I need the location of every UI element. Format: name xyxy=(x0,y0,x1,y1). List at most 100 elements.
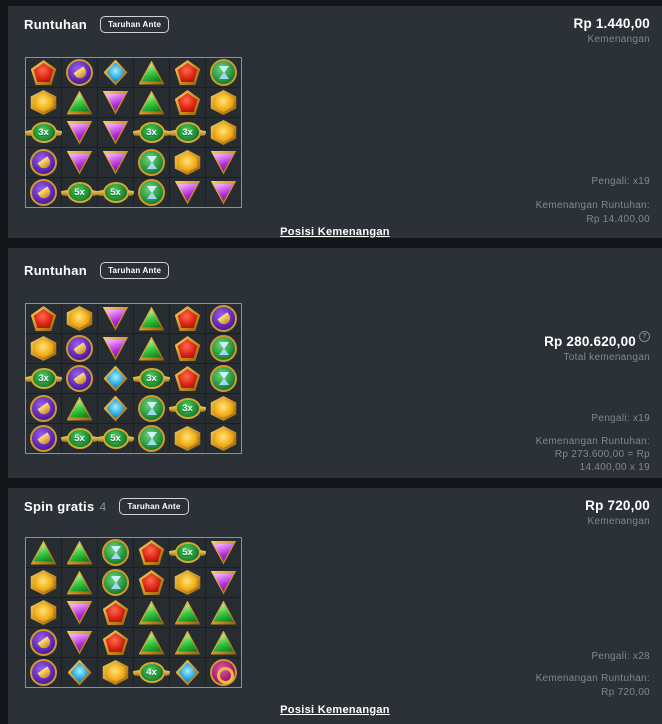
grid-cell xyxy=(206,304,241,333)
red-gem-icon xyxy=(138,570,165,595)
multiplier-value: 3x xyxy=(146,127,157,138)
card-header: Runtuhan Taruhan Ante xyxy=(24,16,170,33)
blue-gem-icon xyxy=(104,396,128,422)
tumble-win-block: Kemenangan Runtuhan: Rp 720,00 xyxy=(536,672,650,700)
blue-gem-icon xyxy=(176,660,200,686)
grid-cell: 5x xyxy=(62,424,97,453)
grid-cell xyxy=(170,178,205,207)
win-amount: Rp 1.440,00 xyxy=(573,16,650,31)
gold-gem-icon xyxy=(173,570,202,595)
grid-cell xyxy=(26,88,61,117)
grid-cell xyxy=(98,364,133,393)
win-position-link[interactable]: Posisi Kemenangan xyxy=(280,704,390,716)
ring-icon xyxy=(210,659,237,686)
chalice-icon xyxy=(66,365,93,392)
multiplier-value: 5x xyxy=(110,187,121,198)
grid-cell xyxy=(26,424,61,453)
gold-gem-icon xyxy=(29,90,58,115)
tumble-win-label: Kemenangan Runtuhan: xyxy=(535,436,650,447)
grid-cell xyxy=(98,538,133,567)
grid-cell xyxy=(134,178,169,207)
grid-cell xyxy=(62,538,97,567)
grid-cell xyxy=(170,658,205,687)
grid-cell xyxy=(134,148,169,177)
grid-cell xyxy=(170,628,205,657)
grid-cell xyxy=(26,304,61,333)
red-gem-icon xyxy=(30,306,57,331)
purple-gem-icon xyxy=(211,541,237,565)
green-gem-icon xyxy=(67,91,93,115)
chalice-icon xyxy=(66,335,93,362)
grid-cell: 3x xyxy=(26,364,61,393)
card-title: Spin gratis 4 xyxy=(24,499,107,514)
green-gem-icon xyxy=(175,601,201,625)
grid-cell xyxy=(206,334,241,363)
red-gem-icon xyxy=(174,366,201,391)
grid-cell xyxy=(98,58,133,87)
blue-gem-icon xyxy=(104,366,128,392)
grid-cell xyxy=(206,58,241,87)
multiplier-3x-icon: 3x xyxy=(174,122,201,143)
win-amount: Rp 720,00 xyxy=(585,498,650,513)
red-gem-icon xyxy=(174,90,201,115)
purple-gem-icon xyxy=(211,151,237,175)
chalice-icon xyxy=(30,395,57,422)
blue-gem-icon xyxy=(68,660,92,686)
win-position-link[interactable]: Posisi Kemenangan xyxy=(280,226,390,238)
purple-gem-icon xyxy=(175,181,201,205)
purple-gem-icon xyxy=(103,121,129,145)
grid-cell xyxy=(98,88,133,117)
grid-cell: 3x xyxy=(170,118,205,147)
green-gem-icon xyxy=(211,601,237,625)
grid-cell xyxy=(98,658,133,687)
grid-cell xyxy=(98,628,133,657)
win-amount-label: Kemenangan xyxy=(587,34,650,45)
grid-cell xyxy=(134,394,169,423)
multiplier-5x-icon: 5x xyxy=(174,542,201,563)
grid-cell xyxy=(26,394,61,423)
tumble-win-block: Kemenangan Runtuhan: Rp 14.400,00 xyxy=(536,199,650,227)
round-card-tumble-2: Runtuhan Taruhan Ante Rp 280.620,00? Tot… xyxy=(8,248,662,478)
multiplier-3x-icon: 3x xyxy=(174,398,201,419)
multiplier-text: Pengali: x19 xyxy=(591,176,650,187)
grid-cell xyxy=(206,148,241,177)
grid-cell xyxy=(98,334,133,363)
gold-gem-icon xyxy=(29,600,58,625)
grid-cell xyxy=(206,628,241,657)
tumble-win-value: Rp 14.400,00 xyxy=(586,214,650,225)
info-icon[interactable]: ? xyxy=(639,331,650,342)
red-gem-icon xyxy=(102,600,129,625)
chalice-icon xyxy=(66,59,93,86)
grid-cell xyxy=(62,364,97,393)
grid-cell xyxy=(134,568,169,597)
multiplier-5x-icon: 5x xyxy=(66,428,93,449)
grid-cell xyxy=(134,334,169,363)
purple-gem-icon xyxy=(67,151,93,175)
multiplier-3x-icon: 3x xyxy=(30,122,57,143)
green-gem-icon xyxy=(175,631,201,655)
green-gem-icon xyxy=(211,631,237,655)
ante-bet-badge: Taruhan Ante xyxy=(119,498,189,515)
green-gem-icon xyxy=(67,541,93,565)
grid-cell xyxy=(98,598,133,627)
grid-cell xyxy=(206,658,241,687)
grid-cell xyxy=(26,178,61,207)
grid-cell xyxy=(170,148,205,177)
grid-cell xyxy=(134,424,169,453)
hourglass-icon xyxy=(210,335,237,362)
tumble-win-label: Kemenangan Runtuhan: xyxy=(535,200,650,211)
chalice-icon xyxy=(30,179,57,206)
ante-bet-badge: Taruhan Ante xyxy=(100,16,170,33)
win-position-link-wrap: Posisi Kemenangan xyxy=(8,222,662,240)
green-gem-icon xyxy=(139,307,165,331)
chalice-icon xyxy=(30,629,57,656)
multiplier-value: 3x xyxy=(182,127,193,138)
grid-cell xyxy=(206,394,241,423)
multiplier-5x-icon: 5x xyxy=(102,428,129,449)
multiplier-value: 5x xyxy=(182,547,193,558)
round-card-tumble-1: Runtuhan Taruhan Ante Rp 1.440,00 Kemena… xyxy=(8,6,662,238)
grid-cell xyxy=(26,58,61,87)
purple-gem-icon xyxy=(67,601,93,625)
grid-cell xyxy=(206,178,241,207)
green-gem-icon xyxy=(139,631,165,655)
